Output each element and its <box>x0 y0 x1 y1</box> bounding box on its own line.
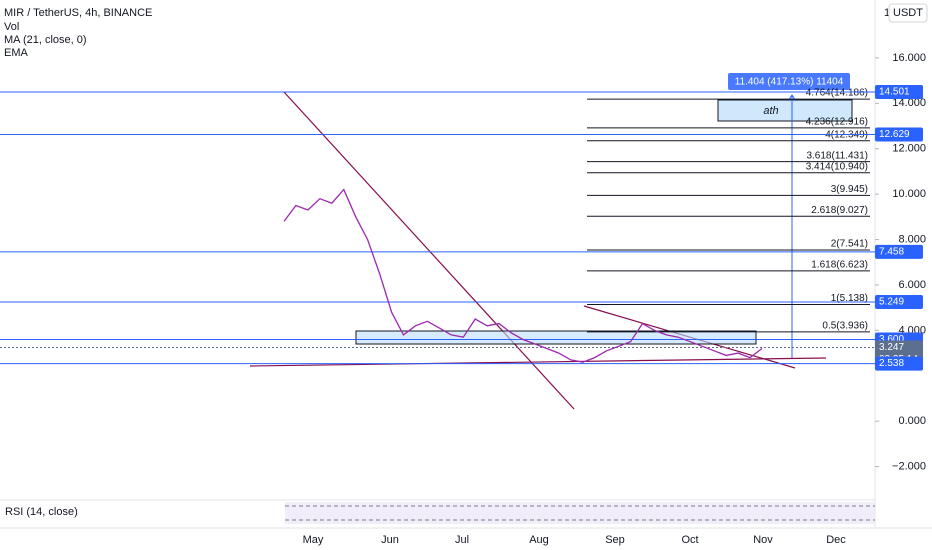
y-tick-label: −2.000 <box>892 461 926 473</box>
y-tick-label: 14.000 <box>892 97 926 109</box>
symbol-title: MIR / TetherUS, 4h, BINANCE <box>4 7 152 19</box>
y-tick-label: 8.000 <box>898 233 926 245</box>
currency[interactable]: USDT <box>893 7 923 19</box>
y-tick-label: 16.000 <box>892 52 926 64</box>
price-badge-label: 5.249 <box>879 297 904 308</box>
price-badge-label: 2.538 <box>879 358 904 369</box>
fib-label: 1(5.138) <box>831 293 868 304</box>
ath-label: ath <box>763 105 778 117</box>
x-tick-label: Aug <box>529 534 549 546</box>
currency-box[interactable] <box>888 3 928 23</box>
rsi-band <box>285 502 875 524</box>
price-badge <box>875 356 923 371</box>
y-tick-label: 6.000 <box>898 279 926 291</box>
scale-button[interactable]: 1 <box>884 7 890 19</box>
fib-label: 2.618(9.027) <box>811 205 868 216</box>
price-badge <box>875 244 923 259</box>
x-tick-label: Nov <box>753 534 773 546</box>
y-tick-label: 12.000 <box>892 143 926 155</box>
price-badge-label: 14.501 <box>879 87 910 98</box>
ath-box <box>717 99 853 122</box>
fib-label: 3.618(11.431) <box>806 150 868 161</box>
indicator: Vol <box>4 21 19 33</box>
measure-box <box>728 73 850 90</box>
fib-label: 1.618(6.623) <box>811 259 868 270</box>
x-tick-label: Jul <box>455 534 469 546</box>
price-badge-label: 3.600 <box>879 334 904 345</box>
fib-label: 3.414(10.940) <box>806 161 868 172</box>
x-tick-label: Oct <box>681 534 698 546</box>
price-badge <box>875 127 923 142</box>
measure-label: 11.404 (417.13%) 11404 <box>735 77 844 88</box>
x-tick-label: Dec <box>826 534 846 546</box>
y-tick-label: 10.000 <box>892 188 926 200</box>
x-tick-label: Sep <box>605 534 625 546</box>
x-tick-label: Jun <box>381 534 399 546</box>
indicator: EMA <box>4 47 29 59</box>
x-tick-label: May <box>303 534 324 546</box>
y-tick-label: 0.000 <box>898 415 926 427</box>
support-line <box>249 357 827 367</box>
fib-label: 4.764(14.186) <box>806 88 868 99</box>
price-badge-label: 7.458 <box>879 247 904 258</box>
range-box <box>355 330 757 345</box>
trend-line <box>283 91 575 410</box>
rsi-label: RSI (14, close) <box>5 506 78 518</box>
indicator: MA (21, close, 0) <box>4 34 87 46</box>
price-badge <box>875 295 923 310</box>
price-line-series <box>283 188 763 363</box>
fib-label: 0.5(3.936) <box>822 320 868 331</box>
fib-label: 2(7.541) <box>831 239 868 250</box>
price-badge <box>875 84 923 99</box>
fib-label: 3(9.945) <box>831 184 868 195</box>
price-badge-label: 3.247 <box>879 342 904 353</box>
price-badge-label: 12.629 <box>879 129 910 140</box>
fib-label: 4.236(12.916) <box>806 117 868 128</box>
